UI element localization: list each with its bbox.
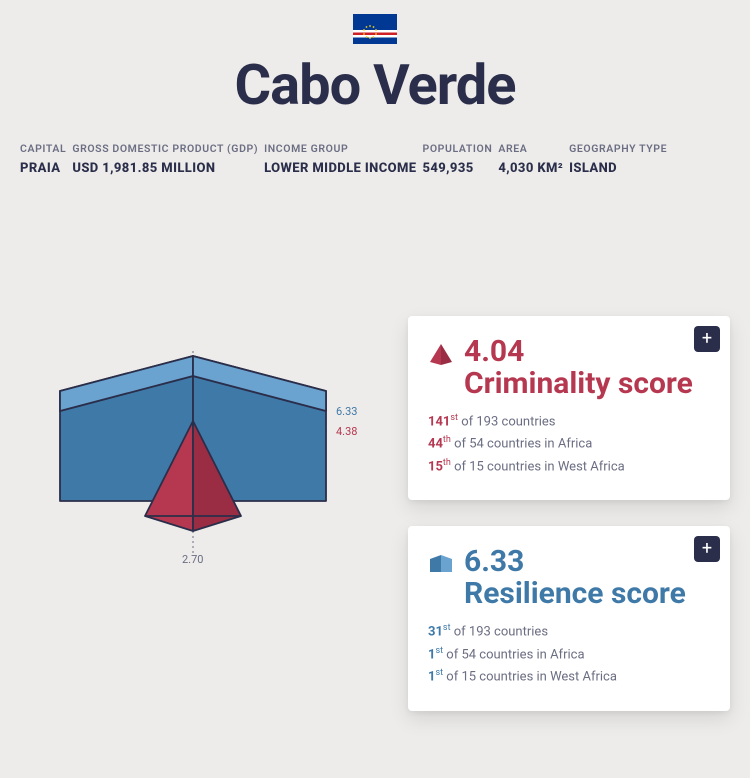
resilience-score-label: Resilience score	[464, 576, 686, 611]
stat-population: POPULATION 549,935	[422, 142, 492, 176]
pyramid-icon	[428, 342, 454, 370]
stat-value: ISLAND	[569, 161, 667, 176]
stat-label: CAPITAL	[20, 142, 66, 155]
rank-item: 15th of 15 countries in West Africa	[428, 456, 710, 478]
stat-geography: GEOGRAPHY TYPE ISLAND	[569, 142, 667, 176]
stat-value: 549,935	[422, 161, 492, 176]
chart-resilience-tick: 6.33	[336, 405, 357, 418]
chart-mid-tick: 4.38	[336, 425, 357, 438]
stat-label: AREA	[498, 142, 563, 155]
stat-label: POPULATION	[422, 142, 492, 155]
main-content: 6.33 4.38 2.70 + 4.04 Criminality score	[0, 316, 750, 737]
criminality-ranks: 141st of 193 countries 44th of 54 countr…	[428, 411, 710, 478]
criminality-card: + 4.04 Criminality score 141st of 193 co…	[408, 316, 730, 500]
criminality-title: 4.04 Criminality score	[464, 336, 693, 399]
plus-icon: +	[702, 540, 712, 558]
stat-gdp: GROSS DOMESTIC PRODUCT (GDP) USD 1,981.8…	[72, 142, 258, 176]
country-name: Cabo Verde	[0, 52, 750, 118]
stat-label: GROSS DOMESTIC PRODUCT (GDP)	[72, 142, 258, 155]
rank-item: 1st of 15 countries in West Africa	[428, 666, 710, 688]
rank-item: 44th of 54 countries in Africa	[428, 433, 710, 455]
rank-item: 141st of 193 countries	[428, 411, 710, 433]
resilience-card: + 6.33 Resilience score 31st of 193 coun…	[408, 526, 730, 710]
stat-label: GEOGRAPHY TYPE	[569, 142, 667, 155]
stat-value: 4,030 KM²	[498, 161, 563, 176]
stat-capital: CAPITAL PRAIA	[20, 142, 66, 176]
rank-item: 1st of 54 countries in Africa	[428, 644, 710, 666]
flag-icon	[345, 10, 405, 54]
stats-row: CAPITAL PRAIA GROSS DOMESTIC PRODUCT (GD…	[0, 118, 750, 176]
plus-icon: +	[702, 330, 712, 348]
resilience-score-value: 6.33	[464, 544, 524, 579]
score-chart: 6.33 4.38 2.70	[20, 316, 400, 737]
expand-button[interactable]: +	[694, 326, 720, 352]
stat-value: USD 1,981.85 MILLION	[72, 161, 258, 176]
stat-area: AREA 4,030 KM²	[498, 142, 563, 176]
expand-button[interactable]: +	[694, 536, 720, 562]
criminality-score-value: 4.04	[464, 334, 524, 369]
resilience-ranks: 31st of 193 countries 1st of 54 countrie…	[428, 621, 710, 688]
stat-income: INCOME GROUP LOWER MIDDLE INCOME	[264, 142, 416, 176]
criminality-score-label: Criminality score	[464, 366, 693, 401]
wall-icon	[428, 552, 454, 580]
score-cards: + 4.04 Criminality score 141st of 193 co…	[400, 316, 730, 737]
resilience-title: 6.33 Resilience score	[464, 546, 686, 609]
stat-value: LOWER MIDDLE INCOME	[264, 161, 416, 176]
header: Cabo Verde	[0, 0, 750, 118]
stat-value: PRAIA	[20, 161, 66, 176]
rank-item: 31st of 193 countries	[428, 621, 710, 643]
chart-criminality-tick: 2.70	[182, 553, 203, 566]
stat-label: INCOME GROUP	[264, 142, 416, 155]
